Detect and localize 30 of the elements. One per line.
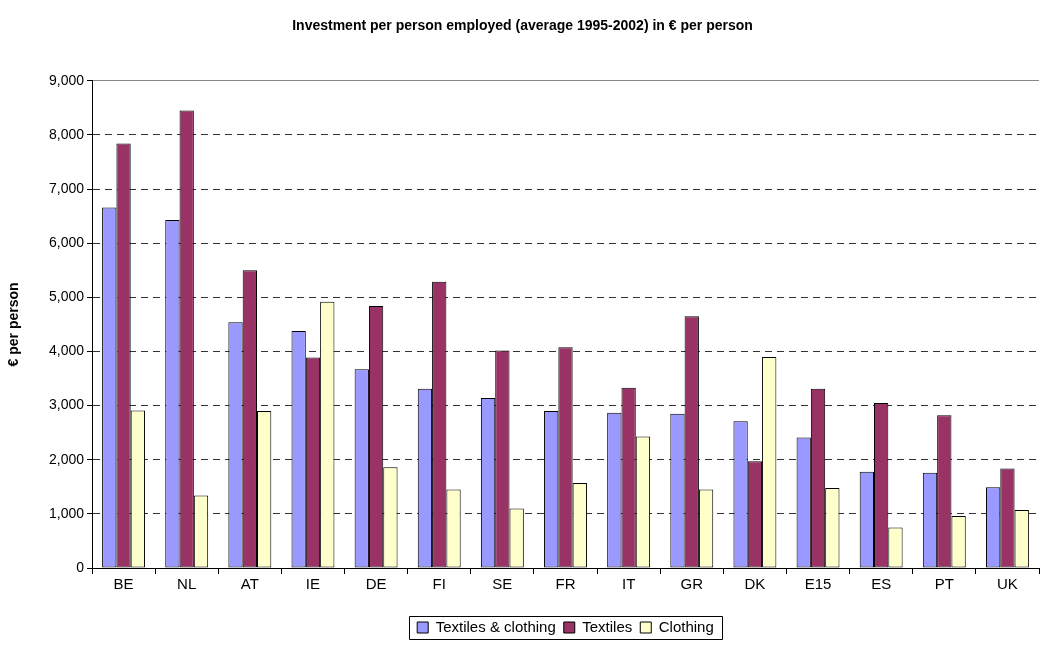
y-tick-label: 8,000 [48,125,85,142]
x-tick-label: PT [934,575,954,593]
x-tick-label: IT [621,575,636,593]
y-tick-label: 2,000 [48,450,85,467]
y-tick-label: 3,000 [48,396,85,413]
x-tick-label: UK [997,575,1018,593]
y-tick-label: 1,000 [48,504,85,521]
x-tick-label: SE [492,575,513,593]
y-tick-label: 7,000 [48,179,85,196]
y-tick-label: 4,000 [48,342,85,359]
x-tick-label: IE [305,575,321,593]
x-tick-label: FI [432,575,446,593]
y-tick-label: 5,000 [48,288,85,305]
x-tick-label: ES [871,575,892,593]
x-tick-label: E15 [804,575,832,593]
chart-title: Investment per person employed (average 1995-2002) in € per person [292,17,753,34]
y-axis-title: € per person [5,282,22,367]
legend-label: Clothing [658,617,714,635]
x-tick-label: BE [113,575,134,593]
x-tick-label: FR [555,575,576,593]
legend-label: Textiles & clothing [435,617,556,635]
y-tick-label: 6,000 [48,234,85,251]
y-tick-label: 0 [76,558,85,575]
x-tick-label: DK [744,575,766,593]
y-tick-label: 9,000 [48,71,85,88]
x-tick-label: NL [177,575,197,593]
legend-label: Textiles [582,617,633,635]
x-tick-label: DE [365,575,387,593]
x-tick-label: GR [680,575,704,593]
x-tick-label: AT [240,575,259,593]
